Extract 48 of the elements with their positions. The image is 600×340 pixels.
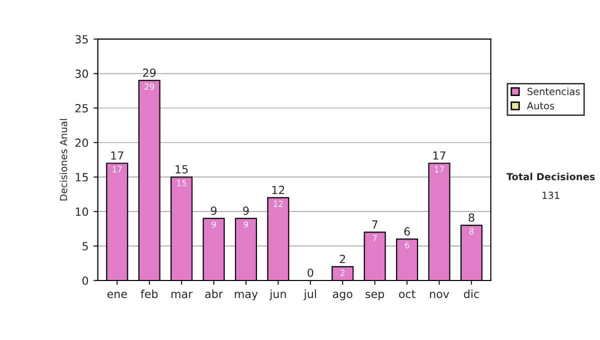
data-label: 6 (404, 242, 410, 248)
x-tick-label: jul (304, 290, 316, 300)
x-tick-label: ene (107, 292, 127, 298)
y-tick-label: 35 (75, 35, 88, 44)
data-label: 12 (274, 200, 283, 207)
data-label: 17 (434, 166, 444, 172)
total-label: 9 (243, 206, 249, 215)
total-label: 0 (308, 268, 314, 277)
data-label: 17 (112, 166, 122, 172)
total-label: 29 (143, 68, 156, 77)
total-label: 2 (340, 254, 346, 264)
data-label: 2 (340, 270, 344, 276)
data-label: 9 (212, 221, 216, 228)
total-label: 15 (176, 165, 188, 174)
x-tick-label: abr (205, 290, 223, 298)
y-tick-label: 30 (75, 70, 88, 78)
data-label: 29 (144, 83, 154, 90)
total-label: 17 (433, 151, 446, 160)
y-axis-title: Decisiones Anual (60, 119, 68, 200)
y-tick-label: 15 (76, 173, 88, 182)
y-tick-label: 10 (76, 208, 88, 216)
text: 131 (542, 192, 560, 199)
x-tick-label: may (234, 292, 258, 300)
total-label: 7 (372, 220, 378, 229)
x-tick-label: mar (171, 292, 193, 298)
data-label: 7 (372, 235, 377, 242)
total-label: 17 (111, 151, 124, 160)
x-tick-label: nov (430, 292, 450, 298)
x-tick-label: feb (140, 290, 158, 298)
legend-label: Autos (526, 102, 554, 110)
total-label: 6 (404, 227, 410, 236)
y-tick-label: 20 (75, 138, 88, 147)
data-label: 9 (244, 221, 248, 228)
data-label: 15 (177, 180, 186, 186)
y-tick-label: 25 (75, 104, 88, 112)
x-tick-label: ago (332, 292, 352, 300)
total-label: 9 (210, 206, 217, 215)
data-label: 8 (469, 228, 474, 235)
legend-label: Sentencias (528, 88, 580, 96)
y-tick-label: 0 (82, 276, 88, 285)
total-label: 12 (272, 186, 284, 194)
x-tick-label: sep (366, 292, 384, 300)
x-tick-label: oct (399, 290, 416, 298)
x-tick-label: dic (464, 290, 479, 298)
text: Total Decisiones (506, 172, 595, 180)
total-label: 8 (468, 213, 474, 222)
x-tick-label: jun (269, 290, 286, 300)
y-tick-label: 5 (82, 242, 88, 250)
